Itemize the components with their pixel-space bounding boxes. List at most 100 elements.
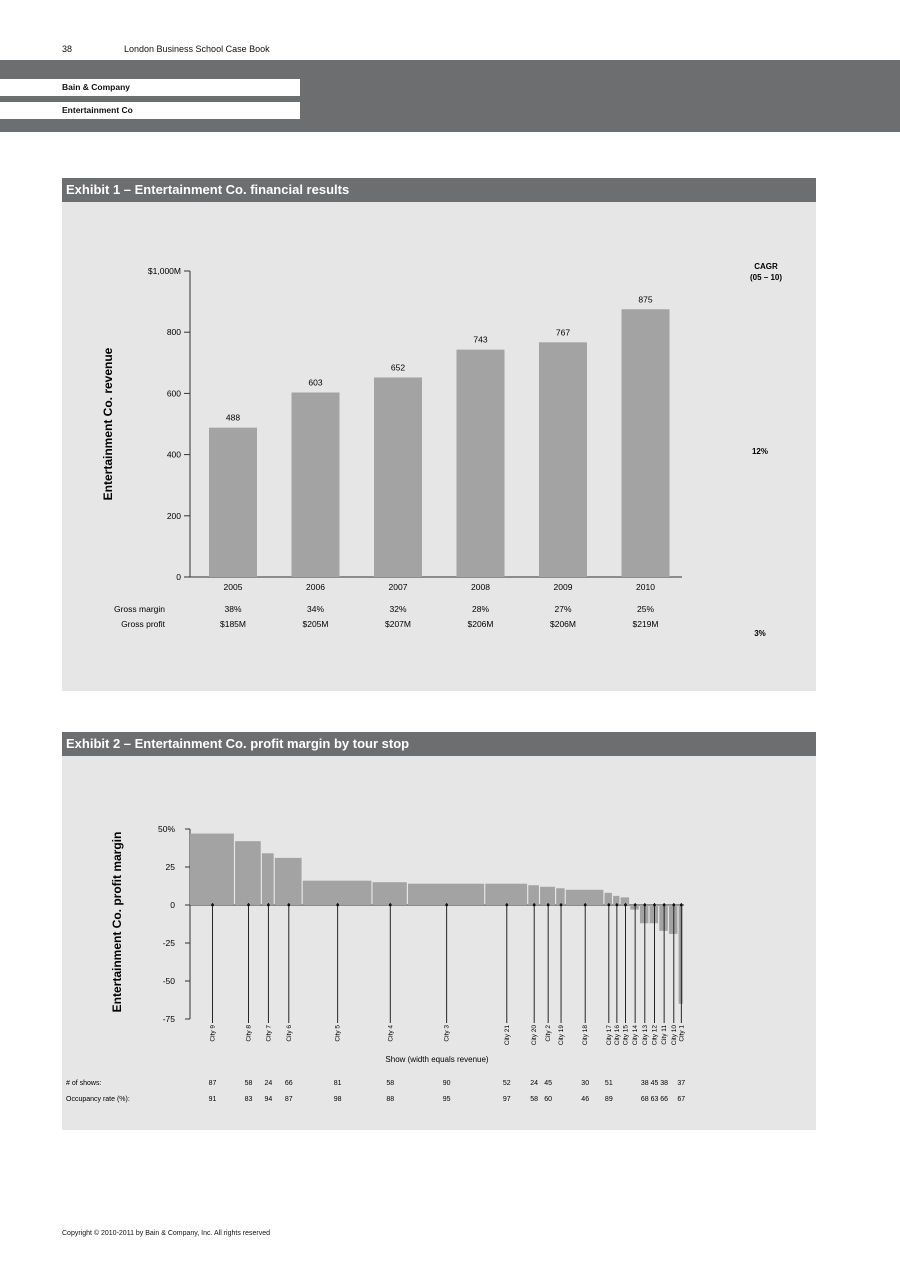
occupancy-value: 68 bbox=[641, 1096, 649, 1103]
stop-marker-dot bbox=[672, 903, 676, 907]
stop-marker-dot bbox=[643, 903, 647, 907]
stop-marker-dot bbox=[505, 903, 509, 907]
shows-value: 38 bbox=[641, 1080, 649, 1087]
exhibit-2: Exhibit 2 – Entertainment Co. profit mar… bbox=[62, 732, 816, 1130]
shows-row-label: # of shows: bbox=[66, 1080, 101, 1087]
revenue-chart: 0 200 400 600 800 $1,000M Entertainment Co. re… bbox=[101, 262, 782, 638]
shows-value: 58 bbox=[386, 1080, 394, 1087]
cagr-header: CAGR bbox=[754, 262, 778, 271]
occupancy-value: 91 bbox=[209, 1096, 217, 1103]
shows-value: 90 bbox=[443, 1080, 451, 1087]
occupancy-value: 67 bbox=[677, 1096, 685, 1103]
exhibit-1-title: Exhibit 1 – Entertainment Co. financial … bbox=[62, 178, 816, 202]
occupancy-value: 97 bbox=[503, 1096, 511, 1103]
shows-value: 51 bbox=[605, 1080, 613, 1087]
section-band: Bain & Company Entertainment Co bbox=[0, 60, 900, 132]
city-label: City 7 bbox=[265, 1025, 272, 1042]
city-label: City 20 bbox=[531, 1025, 538, 1046]
shows-value: 24 bbox=[530, 1080, 538, 1087]
margin-bar bbox=[604, 892, 612, 905]
gross-profit-value: $185M bbox=[220, 619, 246, 629]
y-tick-label: 800 bbox=[167, 327, 181, 337]
shows-value: 30 bbox=[581, 1080, 589, 1087]
exhibit-2-title: Exhibit 2 – Entertainment Co. profit mar… bbox=[62, 732, 816, 756]
gross-margin-row-label: Gross margin bbox=[114, 604, 165, 614]
shows-value: 87 bbox=[209, 1080, 217, 1087]
margin-bar bbox=[639, 905, 649, 924]
bar-value-label: 875 bbox=[638, 294, 652, 304]
margin-bar bbox=[235, 841, 261, 905]
gross-margin-value: 38% bbox=[224, 604, 241, 614]
stop-marker-dot bbox=[247, 903, 250, 907]
profit-margin-chart: -75 -50 -25 0 25 50% Entertainment Co. profit … bbox=[66, 824, 685, 1103]
margin-bar bbox=[678, 905, 683, 1004]
stop-marker-dot bbox=[607, 903, 611, 907]
stop-marker-dot bbox=[653, 903, 656, 907]
revenue-bar bbox=[209, 427, 257, 577]
shows-value: 45 bbox=[651, 1080, 659, 1087]
city-label: City 21 bbox=[504, 1025, 511, 1046]
bar-value-label: 488 bbox=[226, 413, 240, 423]
exhibit-1: Exhibit 1 – Entertainment Co. financial … bbox=[62, 178, 816, 691]
cagr-revenue-value: 12% bbox=[752, 447, 768, 456]
margin-bar bbox=[408, 883, 485, 905]
city-label: City 3 bbox=[444, 1025, 451, 1042]
shows-value: 81 bbox=[334, 1080, 342, 1087]
occupancy-value: 66 bbox=[660, 1096, 668, 1103]
stop-marker-dot bbox=[445, 903, 449, 907]
x-tick-label: 2010 bbox=[636, 582, 655, 592]
revenue-bar bbox=[539, 342, 587, 577]
margin-bar bbox=[372, 882, 407, 905]
bar-value-label: 743 bbox=[473, 335, 487, 345]
y-tick-label: -50 bbox=[163, 976, 176, 986]
stop-marker-dot bbox=[662, 903, 666, 907]
copyright-footer: Copyright © 2010-2011 by Bain & Company,… bbox=[62, 1230, 271, 1237]
x-tick-label: 2005 bbox=[224, 582, 243, 592]
gross-profit-value: $205M bbox=[303, 619, 329, 629]
margin-bar bbox=[528, 885, 539, 905]
margin-bar bbox=[620, 897, 630, 905]
occupancy-value: 89 bbox=[605, 1096, 613, 1103]
city-label: City 1 bbox=[678, 1025, 685, 1042]
book-title: London Business School Case Book bbox=[124, 44, 270, 54]
x-tick-label: 2006 bbox=[306, 582, 325, 592]
stop-marker-dot bbox=[583, 903, 587, 907]
shows-value: 45 bbox=[544, 1080, 552, 1087]
margin-bar bbox=[668, 905, 678, 934]
city-label: City 5 bbox=[335, 1025, 342, 1042]
margin-bar bbox=[613, 895, 620, 905]
bar-value-label: 603 bbox=[308, 377, 322, 387]
city-label: City 13 bbox=[642, 1025, 649, 1046]
y-tick-label: 0 bbox=[170, 900, 175, 910]
bar-value-label: 652 bbox=[391, 362, 405, 372]
city-label: City 17 bbox=[606, 1025, 613, 1046]
y-tick-label: 0 bbox=[176, 572, 181, 582]
city-label: City 2 bbox=[545, 1025, 552, 1042]
y-tick-label: 400 bbox=[167, 450, 181, 460]
y-tick-label: 50% bbox=[158, 824, 175, 834]
stop-marker-dot bbox=[336, 903, 340, 907]
occupancy-value: 83 bbox=[245, 1096, 253, 1103]
y-tick-label: $1,000M bbox=[148, 266, 181, 276]
case-label: Entertainment Co bbox=[0, 102, 300, 119]
revenue-bar bbox=[291, 392, 340, 577]
city-label: City 8 bbox=[246, 1025, 253, 1042]
gross-margin-value: 25% bbox=[637, 604, 654, 614]
margin-bar bbox=[274, 857, 302, 905]
x-tick-label: 2008 bbox=[471, 582, 490, 592]
shows-value: 37 bbox=[677, 1080, 685, 1087]
stop-marker-dot bbox=[266, 903, 270, 907]
x-tick-label: 2009 bbox=[554, 582, 573, 592]
revenue-bar bbox=[456, 349, 505, 577]
cagr-subheader: (05 – 10) bbox=[750, 273, 782, 282]
city-label: City 4 bbox=[387, 1025, 394, 1042]
occupancy-value: 46 bbox=[581, 1096, 589, 1103]
y-tick-label: -25 bbox=[163, 938, 176, 948]
occupancy-value: 95 bbox=[443, 1096, 451, 1103]
revenue-bar bbox=[621, 309, 670, 577]
shows-value: 38 bbox=[660, 1080, 668, 1087]
shows-value: 58 bbox=[245, 1080, 253, 1087]
city-label: City 16 bbox=[614, 1025, 621, 1046]
y-axis-label: Entertainment Co. revenue bbox=[101, 347, 115, 500]
occupancy-value: 88 bbox=[386, 1096, 394, 1103]
